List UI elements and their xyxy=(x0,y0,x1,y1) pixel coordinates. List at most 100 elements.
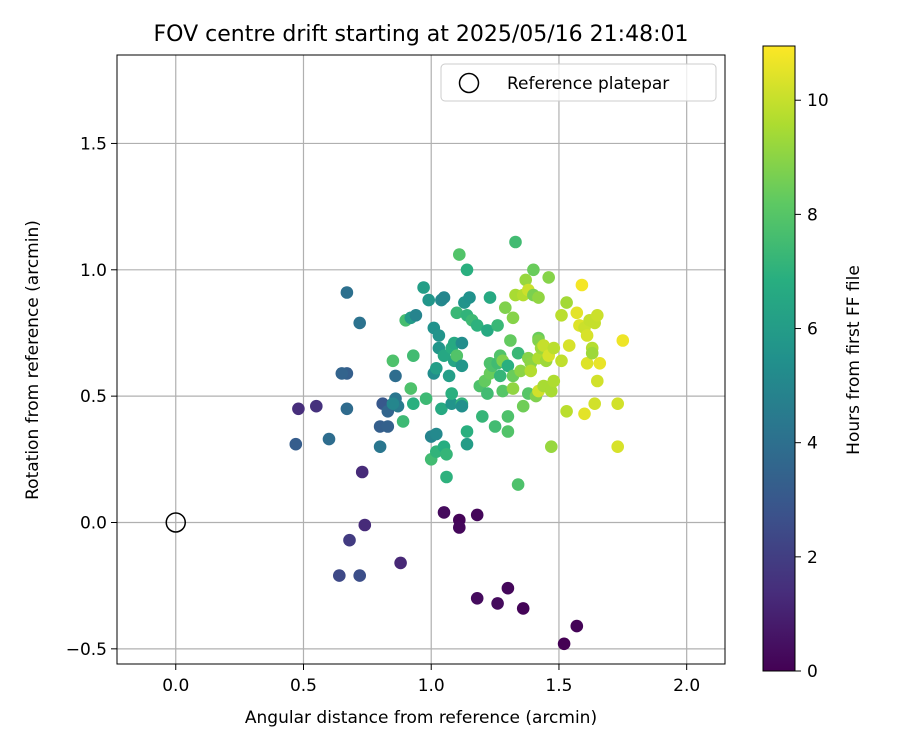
data-point xyxy=(409,309,423,322)
data-point xyxy=(591,309,604,322)
data-point xyxy=(532,291,545,304)
x-tick-label: 1.0 xyxy=(418,676,445,696)
data-point xyxy=(470,592,484,605)
data-point xyxy=(560,405,573,418)
data-point xyxy=(588,397,601,411)
data-point xyxy=(585,346,599,360)
data-point xyxy=(355,465,369,479)
data-point xyxy=(524,364,538,378)
x-tick-label: 1.5 xyxy=(545,676,572,696)
data-point xyxy=(562,339,576,352)
data-point xyxy=(611,440,624,454)
data-point xyxy=(445,387,459,400)
data-point xyxy=(404,382,418,395)
data-point xyxy=(580,329,594,342)
data-point xyxy=(611,397,624,411)
data-point xyxy=(555,309,568,322)
data-point xyxy=(450,349,464,363)
data-point xyxy=(292,402,305,416)
x-tick-label: 0.0 xyxy=(162,676,189,696)
y-tick-label: 0.5 xyxy=(80,387,107,407)
data-point xyxy=(557,637,571,651)
data-point xyxy=(386,397,400,411)
data-points xyxy=(289,235,630,651)
data-point xyxy=(335,367,349,380)
data-point xyxy=(504,334,517,347)
x-tick-label: 2.0 xyxy=(673,676,700,696)
data-point xyxy=(373,440,387,454)
data-point xyxy=(463,291,476,304)
data-point xyxy=(445,397,459,411)
data-point xyxy=(537,339,550,352)
data-point xyxy=(310,399,323,413)
colorbar-label: Hours from first FF file xyxy=(844,265,864,455)
data-point xyxy=(493,369,507,383)
data-point xyxy=(511,346,525,360)
data-point xyxy=(394,556,407,570)
data-point xyxy=(453,248,466,261)
data-point xyxy=(460,263,474,277)
data-point xyxy=(476,410,489,423)
data-point xyxy=(460,425,474,438)
data-point xyxy=(575,278,589,292)
plot-area xyxy=(117,55,725,664)
data-point xyxy=(570,306,584,320)
data-point xyxy=(340,402,354,416)
reference-marker xyxy=(165,512,187,533)
data-point xyxy=(509,235,522,249)
data-point xyxy=(514,364,527,378)
colorbar-gradient xyxy=(762,45,796,672)
data-point xyxy=(591,374,604,388)
data-point xyxy=(516,602,530,615)
data-point xyxy=(470,508,484,522)
colorbar-ticks: 0 2 4 6 8 10 xyxy=(795,91,829,682)
data-point xyxy=(422,293,436,307)
data-point xyxy=(435,402,448,416)
data-point xyxy=(343,533,356,547)
y-tick-label: −0.5 xyxy=(66,640,107,660)
data-point xyxy=(545,440,558,454)
data-point xyxy=(570,619,584,633)
data-point xyxy=(455,359,469,373)
data-point xyxy=(516,399,530,413)
data-point xyxy=(432,329,446,342)
y-tick-label: 0.0 xyxy=(80,513,107,533)
data-point xyxy=(470,319,484,332)
y-axis-ticks: −0.5 0.0 0.5 1.0 1.5 xyxy=(66,134,117,660)
data-point xyxy=(496,384,510,398)
data-point xyxy=(322,432,336,446)
data-point xyxy=(430,362,443,375)
data-point xyxy=(560,296,573,309)
data-point xyxy=(407,397,420,411)
data-point xyxy=(499,301,512,315)
data-point xyxy=(547,374,561,388)
data-point xyxy=(437,291,451,304)
data-point xyxy=(547,341,561,355)
data-point xyxy=(353,316,367,330)
data-point xyxy=(491,597,504,610)
data-point xyxy=(407,349,420,363)
grid xyxy=(117,55,725,664)
legend-box xyxy=(440,63,717,102)
data-point xyxy=(506,311,520,325)
data-point xyxy=(419,392,433,406)
legend-entry-reference: Reference platepar xyxy=(507,74,669,94)
y-tick-label: 1.5 xyxy=(80,134,107,154)
data-point xyxy=(453,521,466,534)
colorbar-tick-label: 6 xyxy=(807,320,818,340)
data-point xyxy=(511,478,525,491)
data-point xyxy=(527,263,540,277)
data-point xyxy=(593,357,607,370)
data-point xyxy=(340,286,354,299)
colorbar-tick-label: 10 xyxy=(807,91,829,111)
colorbar-tick-label: 8 xyxy=(807,205,818,225)
data-point xyxy=(353,569,367,582)
data-point xyxy=(358,518,372,532)
data-point xyxy=(455,336,469,350)
data-point xyxy=(578,407,591,421)
data-point xyxy=(501,359,515,373)
data-point xyxy=(440,470,453,484)
data-point xyxy=(333,569,346,582)
data-point xyxy=(545,384,558,398)
